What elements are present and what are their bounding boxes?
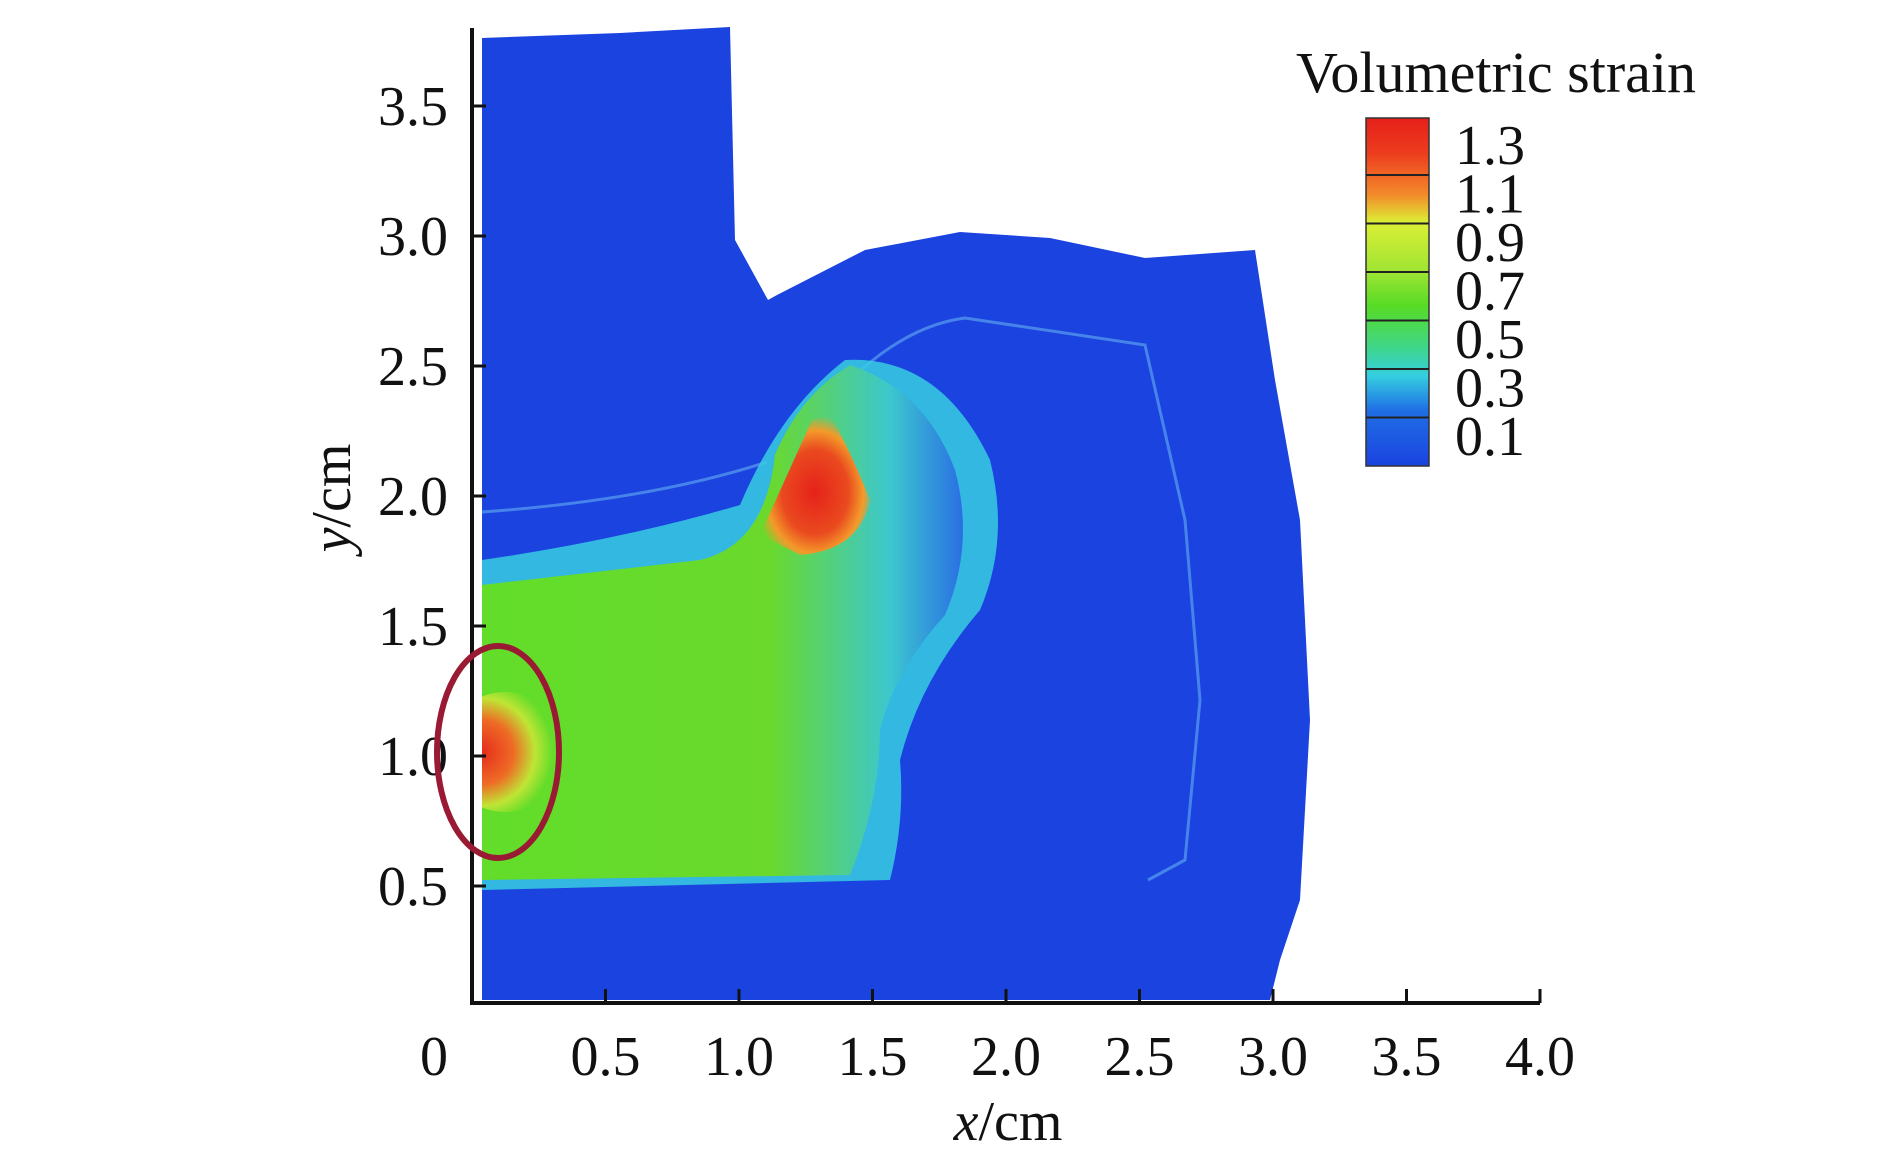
y-tick-label: 0.5 [378,856,448,918]
hotspot-left-edge [482,692,565,812]
x-tick-label: 1.5 [838,1026,908,1088]
colorbar [1365,117,1430,467]
x-axis-title: x/cm [953,1091,1063,1153]
x-tick-label: 1.0 [704,1026,774,1088]
colorbar-legend: Volumetric strain 1.31.10.90.70.50.30.1 [1296,40,1696,468]
strain-field [482,27,1310,1000]
x-tick-label: 2.0 [971,1026,1041,1088]
colorbar-title: Volumetric strain [1296,40,1696,105]
x-tick-label: 2.5 [1105,1026,1175,1088]
x-tick-label: 0.5 [571,1026,641,1088]
y-axis-title: y/cm [301,444,363,558]
colorbar-label: 0.5 [1455,309,1525,371]
colorbar-label: 1.3 [1455,115,1525,177]
colorbar-label: 0.3 [1455,358,1525,420]
colorbar-label: 0.7 [1455,261,1525,323]
y-tick-label: 2.0 [378,466,448,528]
x-tick-label: 0 [420,1026,448,1088]
y-tick-label: 1.5 [378,596,448,658]
y-tick-label: 2.5 [378,336,448,398]
y-tick-label: 3.5 [378,76,448,138]
y-tick-label: 3.0 [378,206,448,268]
colorbar-label: 0.9 [1455,212,1525,274]
highlight-ellipse [434,643,562,861]
x-tick-label: 4.0 [1505,1026,1575,1088]
x-tick-label: 3.5 [1372,1026,1442,1088]
x-tick-label: 3.0 [1238,1026,1308,1088]
colorbar-label: 0.1 [1455,406,1525,468]
colorbar-label: 1.1 [1455,164,1525,226]
hotspot-corner [760,415,870,555]
